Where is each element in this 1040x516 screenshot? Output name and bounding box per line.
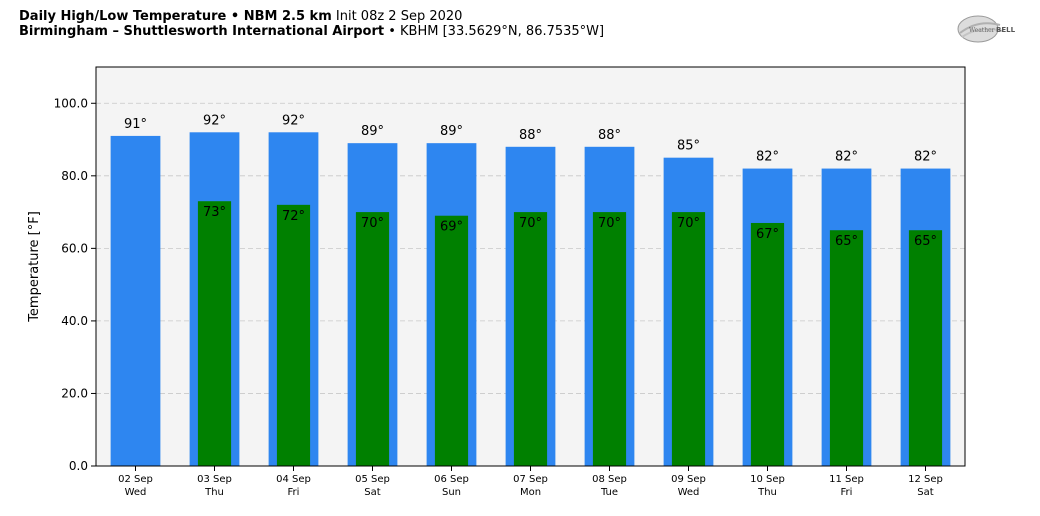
low-value-label: 67° — [756, 227, 779, 242]
high-value-label: 85° — [677, 139, 700, 154]
title-line-1: Daily High/Low Temperature • NBM 2.5 km … — [19, 9, 604, 24]
high-value-label: 88° — [519, 128, 542, 143]
low-value-label: 73° — [203, 205, 226, 220]
chart-title-block: Daily High/Low Temperature • NBM 2.5 km … — [19, 9, 604, 39]
x-tick-date: 08 Sep — [592, 474, 627, 485]
y-tick-label: 20.0 — [61, 386, 88, 400]
x-tick-day: Wed — [125, 487, 147, 498]
low-value-label: 65° — [835, 234, 858, 249]
y-tick-label: 40.0 — [61, 314, 88, 328]
low-value-label: 72° — [282, 209, 305, 224]
low-bar — [908, 230, 943, 466]
x-tick-date: 05 Sep — [355, 474, 390, 485]
chart-title: Daily High/Low Temperature • NBM 2.5 km — [19, 9, 332, 24]
high-value-label: 88° — [598, 128, 621, 143]
low-bar — [592, 212, 627, 466]
low-value-label: 70° — [361, 216, 384, 231]
low-bar — [671, 212, 706, 466]
x-tick-day: Fri — [841, 487, 853, 498]
x-tick-date: 03 Sep — [197, 474, 232, 485]
y-tick-label: 100.0 — [54, 96, 88, 110]
x-tick-date: 06 Sep — [434, 474, 469, 485]
high-value-label: 82° — [914, 150, 937, 165]
x-tick-day: Fri — [288, 487, 300, 498]
x-tick-date: 04 Sep — [276, 474, 311, 485]
logo-text-right: BELL — [996, 26, 1016, 34]
high-value-label: 89° — [361, 124, 384, 139]
x-tick-date: 11 Sep — [829, 474, 864, 485]
x-tick-day: Sat — [917, 487, 933, 498]
x-tick-date: 09 Sep — [671, 474, 706, 485]
value-labels: 91° 92° 73° 92° 72° 89° 70° 89° 69° 88° 70° 88° 70° 8… — [124, 113, 937, 249]
low-value-label: 70° — [677, 216, 700, 231]
low-value-label: 69° — [440, 220, 463, 235]
x-tick-date: 12 Sep — [908, 474, 943, 485]
x-axis: 02 Sep Wed 03 Sep Thu 04 Sep Fri 05 Sep Sat 06 S… — [118, 466, 943, 498]
high-value-label: 92° — [203, 113, 226, 128]
x-tick-date: 02 Sep — [118, 474, 153, 485]
high-value-label: 92° — [282, 113, 305, 128]
y-tick-label: 60.0 — [61, 241, 88, 255]
high-value-label: 91° — [124, 117, 147, 132]
y-tick-label: 80.0 — [61, 169, 88, 183]
high-value-label: 89° — [440, 124, 463, 139]
low-bar — [829, 230, 864, 466]
y-axis: 0.0 20.0 40.0 60.0 80.0 100.0 — [54, 96, 96, 473]
low-bar — [750, 222, 785, 466]
low-temperature-bars — [197, 201, 943, 466]
low-bar — [276, 204, 311, 466]
low-value-label: 65° — [914, 234, 937, 249]
x-tick-date: 10 Sep — [750, 474, 785, 485]
station-coordinates: • KBHM [33.5629°N, 86.7535°W] — [388, 24, 605, 39]
weatherbell-logo: Weather BELL — [957, 15, 1016, 43]
y-axis-title: Temperature [°F] — [27, 211, 42, 323]
low-bar — [355, 212, 390, 466]
x-tick-day: Tue — [600, 487, 618, 498]
x-tick-day: Thu — [757, 487, 777, 498]
title-line-2: Birmingham – Shuttlesworth International… — [19, 24, 604, 39]
low-bar — [434, 215, 469, 466]
x-tick-day: Sun — [442, 487, 461, 498]
init-time: Init 08z 2 Sep 2020 — [335, 9, 463, 24]
station-name: Birmingham – Shuttlesworth International… — [19, 24, 385, 39]
x-tick-day: Sat — [364, 487, 380, 498]
x-tick-day: Thu — [204, 487, 224, 498]
high-bar — [110, 135, 161, 466]
x-tick-day: Wed — [678, 487, 700, 498]
high-value-label: 82° — [756, 150, 779, 165]
low-value-label: 70° — [598, 216, 621, 231]
x-tick-date: 07 Sep — [513, 474, 548, 485]
x-tick-day: Mon — [520, 487, 541, 498]
low-value-label: 70° — [519, 216, 542, 231]
low-bar — [513, 212, 548, 466]
y-tick-label: 0.0 — [69, 459, 88, 473]
low-bar — [197, 201, 232, 466]
high-value-label: 82° — [835, 150, 858, 165]
logo-text-left: Weather — [969, 27, 995, 34]
